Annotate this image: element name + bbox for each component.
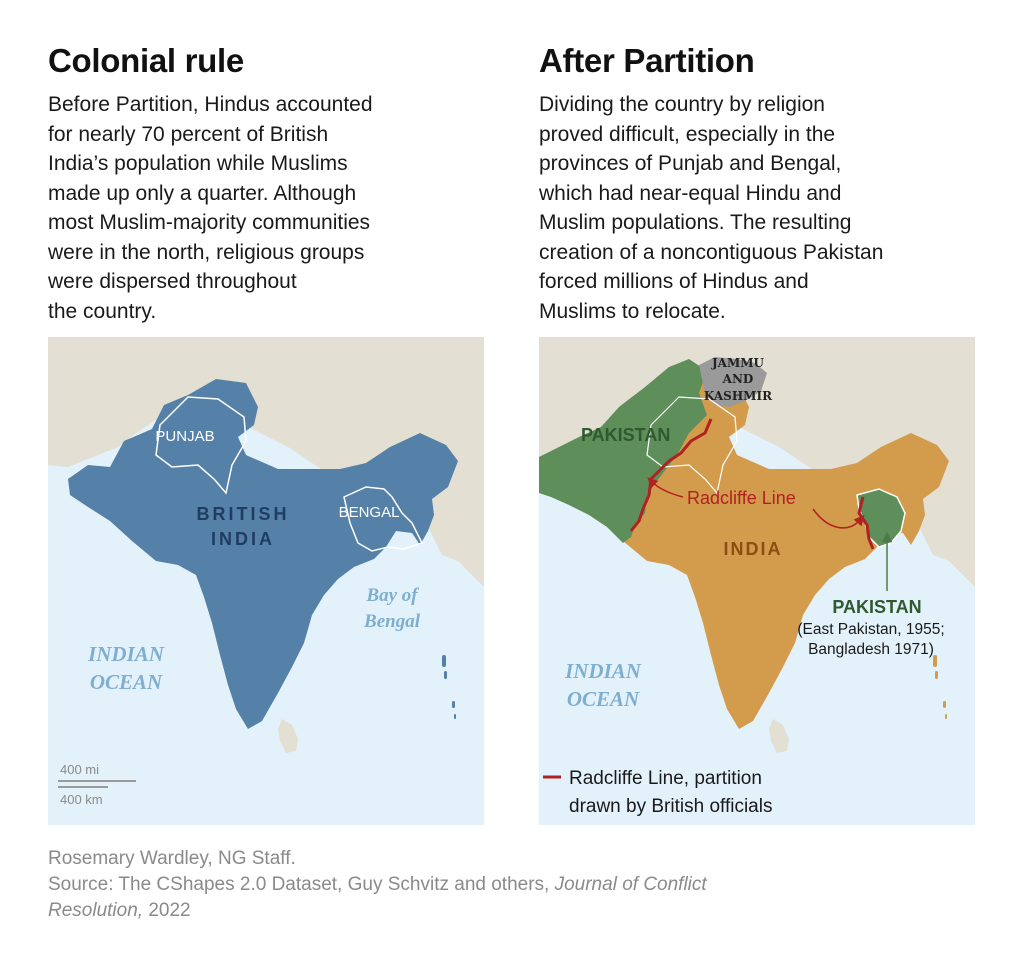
scale-miles-label: 400 mi [60,762,99,777]
indian-ocean-label-line1: INDIAN [87,642,165,666]
pakistan-east-note-line1: (East Pakistan, 1955; [797,621,944,638]
kashmir-label-line2: AND [722,372,754,386]
left-text-line: India’s population while Muslims [48,152,348,175]
indian-ocean-label-line2: OCEAN [567,687,640,711]
punjab-outline [646,396,738,495]
left-text-line: were dispersed throughout [48,270,297,293]
pakistan-east-note-line2: Bangladesh 1971) [808,641,934,658]
island-dot [945,714,947,719]
right-text-line: creation of a noncontiguous Pakistan [539,240,884,264]
british-india-label-line1: BRITISH [197,504,290,524]
right-panel-description: Dividing the country by religion proved … [539,90,883,326]
island-dot [454,714,456,719]
legend-text-line2: drawn by British officials [569,796,772,817]
credit-journal-name: Journal of Conflict [554,874,707,895]
credit-source-text: Source: The CShapes 2.0 Dataset, Guy Sch… [48,874,555,895]
radcliffe-callout-arrow-west [647,477,684,498]
island-dot [943,701,946,708]
island-dot [935,671,938,679]
island-dot [452,701,455,708]
kashmir-territory [699,357,767,407]
left-text-line: were in the north, religious groups [48,240,365,264]
andaman-islands [442,655,456,719]
island-dot [442,655,446,667]
british-india-landmass [68,379,458,729]
credits: Rosemary Wardley, NG Staff. Source: The … [48,846,707,924]
partition-map-svg: JAMMU AND KASHMIR PAKISTAN Radcliffe Lin… [539,337,975,825]
right-text-line: Dividing the country by religion [539,93,825,116]
right-text-line: Muslims to relocate. [539,299,726,323]
indian-ocean-label-line1: INDIAN [564,659,642,683]
after-partition-map: JAMMU AND KASHMIR PAKISTAN Radcliffe Lin… [539,337,975,825]
credit-author: Rosemary Wardley, NG Staff. [48,848,296,869]
radcliffe-line-map-label: Radcliffe Line [687,488,796,508]
island-dot [444,671,447,679]
india-label: INDIA [724,539,783,559]
credit-year: 2022 [143,900,191,921]
indian-ocean-label-line2: OCEAN [90,670,163,694]
west-pakistan-territory [539,359,707,543]
british-india-label-line2: INDIA [211,529,275,549]
kashmir-label-line3: KASHMIR [704,389,773,403]
left-panel-description: Before Partition, Hindus accounted for n… [48,90,373,326]
map-legend: Radcliffe Line, partition drawn by Briti… [543,768,772,817]
right-text-line: provinces of Punjab and Bengal, [539,152,842,175]
right-text-line: Muslim populations. The resulting [539,211,852,234]
pakistan-east-label: PAKISTAN [832,597,921,617]
radcliffe-line-west [629,418,713,532]
left-text-line: most Muslim-majority communities [48,211,371,234]
colonial-map-svg: PUNJAB BENGAL BRITISH INDIA Bay of Benga… [48,337,484,825]
credit-source-line: Source: The CShapes 2.0 Dataset, Guy Sch… [48,872,707,898]
pakistan-west-label: PAKISTAN [581,425,670,445]
bengal-province-outline [343,486,424,552]
bengal-label: BENGAL [339,504,400,521]
credit-journal-name-cont: Resolution, [48,900,144,921]
kashmir-label-line1: JAMMU [711,356,765,370]
sri-lanka-island [769,719,789,753]
right-text-line: forced millions of Hindus and [539,270,809,293]
island-dot [933,655,937,667]
left-panel-title: Colonial rule [48,42,244,79]
legend-text-line1: Radcliffe Line, partition [569,768,762,789]
andaman-islands [933,655,947,719]
left-text-line: made up only a quarter. Although [48,181,357,205]
bay-of-bengal-label-line2: Bengal [363,611,421,632]
sri-lanka-island [278,719,298,753]
left-text-line: the country. [48,299,157,323]
radcliffe-line-east [857,496,875,550]
right-panel-title: After Partition [539,42,755,79]
punjab-province-outline [155,396,247,495]
neighbor-land [48,337,484,587]
scale-bar: 400 mi 400 km [58,762,136,807]
colonial-rule-map: PUNJAB BENGAL BRITISH INDIA Bay of Benga… [48,337,484,825]
left-text-line: for nearly 70 percent of British [48,122,329,146]
radcliffe-callout-arrow-east [812,508,865,529]
scale-km-label: 400 km [60,792,103,807]
right-text-line: which had near-equal Hindu and [539,181,842,205]
left-text-line: Before Partition, Hindus accounted [48,93,373,116]
credit-author-line: Rosemary Wardley, NG Staff. [48,846,707,872]
punjab-label: PUNJAB [155,428,214,445]
credit-source-line-2: Resolution, 2022 [48,898,707,924]
bay-of-bengal-label-line1: Bay of [365,585,419,606]
right-text-line: proved difficult, especially in the [539,122,836,146]
